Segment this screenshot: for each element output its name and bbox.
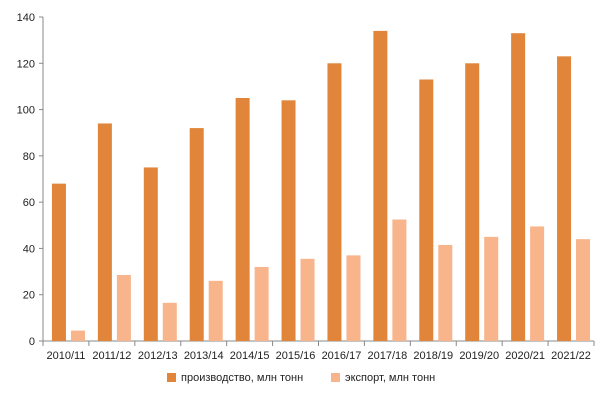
bar-production: [97, 123, 112, 341]
y-tick-label: 100: [17, 105, 35, 117]
y-tick-label: 20: [23, 290, 35, 302]
legend-swatch: [331, 373, 340, 382]
legend-label: экспорт, млн тонн: [345, 372, 435, 384]
y-tick-label: 140: [17, 12, 35, 24]
bar-production: [235, 98, 250, 341]
bar-export: [254, 266, 269, 341]
x-tick-label: 2011/12: [92, 350, 131, 362]
y-tick-label: 40: [23, 243, 35, 255]
bar-export: [484, 236, 499, 341]
x-tick-label: 2010/11: [46, 350, 85, 362]
legend: производство, млн тонн экспорт, млн тонн: [167, 372, 435, 384]
bar-export: [208, 280, 223, 341]
bar-production: [557, 56, 572, 341]
axes: [39, 16, 595, 346]
bar-production: [51, 183, 66, 341]
bar-export: [346, 255, 361, 341]
bar-export: [530, 226, 545, 341]
legend-label: производство, млн тонн: [181, 372, 303, 384]
bar-production: [511, 33, 526, 341]
bar-production: [281, 100, 296, 341]
y-tick-label: 80: [23, 151, 35, 163]
bar-export: [162, 302, 177, 341]
bar-export: [300, 258, 315, 341]
x-tick-label: 2014/15: [230, 350, 270, 362]
bar-export: [576, 239, 591, 341]
bar-production: [419, 79, 434, 341]
x-tick-label: 2019/20: [459, 350, 499, 362]
x-tick-label: 2013/14: [184, 350, 224, 362]
tick-labels: 0 20 40 60 80 100 120 140 2010/11 2011/12 2012/13 2…: [17, 12, 591, 362]
bar-export: [392, 219, 407, 341]
bar-export: [438, 244, 453, 341]
bar-production: [465, 63, 480, 342]
x-tick-label: 2012/13: [138, 350, 178, 362]
bar-production: [189, 128, 204, 341]
bars: [51, 30, 591, 342]
bar-production: [373, 30, 388, 342]
bar-export: [116, 275, 131, 341]
bar-export: [70, 330, 85, 341]
x-tick-label: 2015/16: [276, 350, 316, 362]
y-tick-label: 0: [29, 336, 35, 348]
x-tick-label: 2021/22: [551, 350, 591, 362]
bar-production: [143, 167, 158, 341]
x-tick-label: 2016/17: [322, 350, 362, 362]
legend-swatch: [167, 373, 176, 382]
x-tick-label: 2020/21: [505, 350, 545, 362]
x-tick-label: 2018/19: [413, 350, 453, 362]
x-tick-label: 2017/18: [367, 350, 407, 362]
y-tick-label: 120: [17, 58, 35, 70]
bar-production: [327, 63, 342, 342]
y-tick-label: 60: [23, 197, 35, 209]
